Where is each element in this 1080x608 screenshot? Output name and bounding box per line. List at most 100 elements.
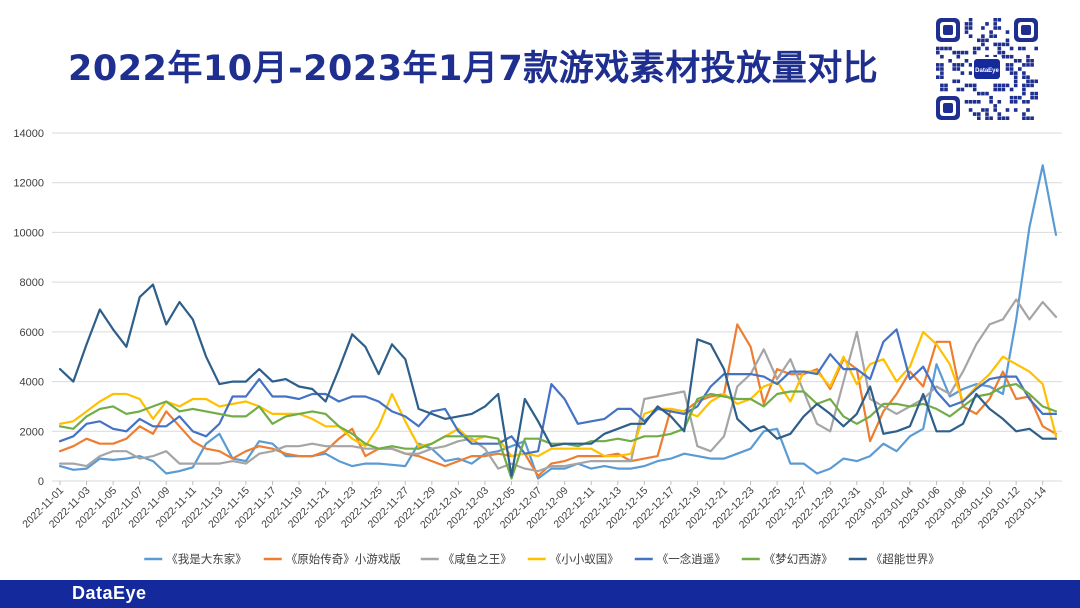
qr-cell — [993, 22, 997, 26]
qr-cell — [1005, 38, 1010, 43]
qr-cell — [936, 67, 940, 71]
qr-cell — [1022, 63, 1026, 67]
qr-cell — [997, 26, 1002, 30]
qr-cell — [997, 18, 1002, 22]
legend-label: 《咸鱼之王》 — [443, 552, 512, 566]
qr-cell — [968, 100, 973, 104]
legend-label: 《一念逍遥》 — [657, 552, 726, 566]
qr-cell — [1030, 95, 1034, 100]
qr-cell — [985, 112, 989, 116]
footer-bar: DataEye — [0, 580, 1080, 608]
chart-lines — [58, 164, 1058, 480]
qr-cell — [940, 75, 944, 79]
qr-cell — [1005, 83, 1010, 88]
qr-cell — [1005, 116, 1010, 120]
qr-cell — [997, 50, 1002, 55]
qr-cell — [1013, 59, 1018, 63]
series-line-2 — [58, 323, 1058, 478]
qr-cell — [1009, 71, 1014, 75]
qr-cell — [964, 26, 969, 30]
qr-cell — [960, 87, 965, 92]
y-axis: 0 2000 4000 6000 8000 10000 12000 14000 — [13, 128, 44, 488]
qr-cell — [1022, 116, 1026, 120]
qr-cell — [985, 108, 989, 112]
qr-cell — [989, 30, 993, 34]
y-tick-label: 2000 — [20, 426, 44, 438]
qr-cell — [997, 42, 1002, 47]
qr-cell — [977, 116, 981, 120]
series-line-4 — [58, 330, 1058, 458]
qr-cell — [968, 83, 973, 88]
qr-cell — [985, 38, 989, 43]
qr-cell — [972, 83, 977, 88]
qr-cell — [985, 116, 989, 120]
qr-cell — [960, 63, 965, 67]
qr-cell — [981, 38, 985, 43]
qr-cell — [956, 67, 961, 71]
qr-cell — [1013, 100, 1018, 104]
qr-cell — [1026, 59, 1030, 63]
qr-cell — [1009, 87, 1014, 92]
series-line-1 — [58, 164, 1058, 480]
qr-cell — [977, 38, 981, 43]
qr-cell — [981, 34, 985, 38]
qr-cell — [1030, 83, 1034, 88]
series-line-5 — [58, 328, 1058, 455]
legend-label: 《小小蚁国》 — [550, 552, 619, 566]
qr-cell — [1026, 100, 1030, 104]
qr-cell — [997, 46, 1002, 51]
qr-cell — [1009, 63, 1014, 67]
qr-cell — [1005, 54, 1010, 59]
series-line-7 — [58, 283, 1058, 478]
qr-cell — [968, 18, 973, 22]
qr-cell — [981, 42, 985, 47]
qr-cell — [985, 46, 989, 51]
qr-cell — [981, 108, 985, 112]
qr-finder-bottom-left — [936, 96, 960, 120]
qr-cell — [940, 63, 944, 67]
qr-cell — [1018, 46, 1022, 51]
legend-item: 《超能世界》 — [848, 552, 940, 566]
qr-cell — [1009, 46, 1014, 51]
qr-cell — [964, 83, 969, 88]
qr-cell — [989, 116, 993, 120]
chart-grid — [52, 132, 1062, 482]
qr-cell — [1001, 116, 1006, 120]
qr-cell — [985, 91, 989, 96]
qr-cell — [968, 34, 973, 38]
qr-cell — [940, 46, 944, 51]
qr-cell — [972, 100, 977, 104]
qr-cell — [1026, 54, 1030, 59]
qr-cell — [1030, 91, 1034, 96]
qr-cell — [993, 42, 997, 47]
qr-cell — [940, 67, 944, 71]
qr-cell — [1009, 100, 1014, 104]
qr-cell — [1009, 67, 1014, 71]
qr-cell — [997, 100, 1002, 104]
legend-item: 《梦幻西游》 — [741, 552, 833, 566]
qr-cell — [956, 87, 961, 92]
qr-cell — [972, 50, 977, 55]
qr-cell — [1030, 63, 1034, 67]
qr-cell — [1005, 30, 1010, 34]
qr-cell — [964, 22, 969, 26]
qr-cell — [989, 34, 993, 38]
qr-cell — [972, 46, 977, 51]
qr-cell — [993, 108, 997, 112]
qr-cell — [1026, 83, 1030, 88]
qr-cell — [952, 79, 956, 84]
qr-cell — [993, 87, 997, 92]
qr-cell — [936, 46, 940, 51]
qr-cell — [1030, 59, 1034, 63]
qr-cell — [1013, 95, 1018, 100]
qr-cell — [977, 112, 981, 116]
qr-cell — [940, 54, 944, 59]
qr-cell — [981, 91, 985, 96]
qr-cell — [948, 46, 952, 51]
legend-label: 《梦幻西游》 — [764, 552, 833, 566]
y-tick-label: 14000 — [13, 128, 44, 140]
qr-cell — [1034, 91, 1038, 96]
qr-cell — [948, 59, 952, 63]
qr-cell — [1005, 108, 1010, 112]
x-axis: 2022-11-012022-11-032022-11-052022-11-07… — [20, 481, 1049, 531]
